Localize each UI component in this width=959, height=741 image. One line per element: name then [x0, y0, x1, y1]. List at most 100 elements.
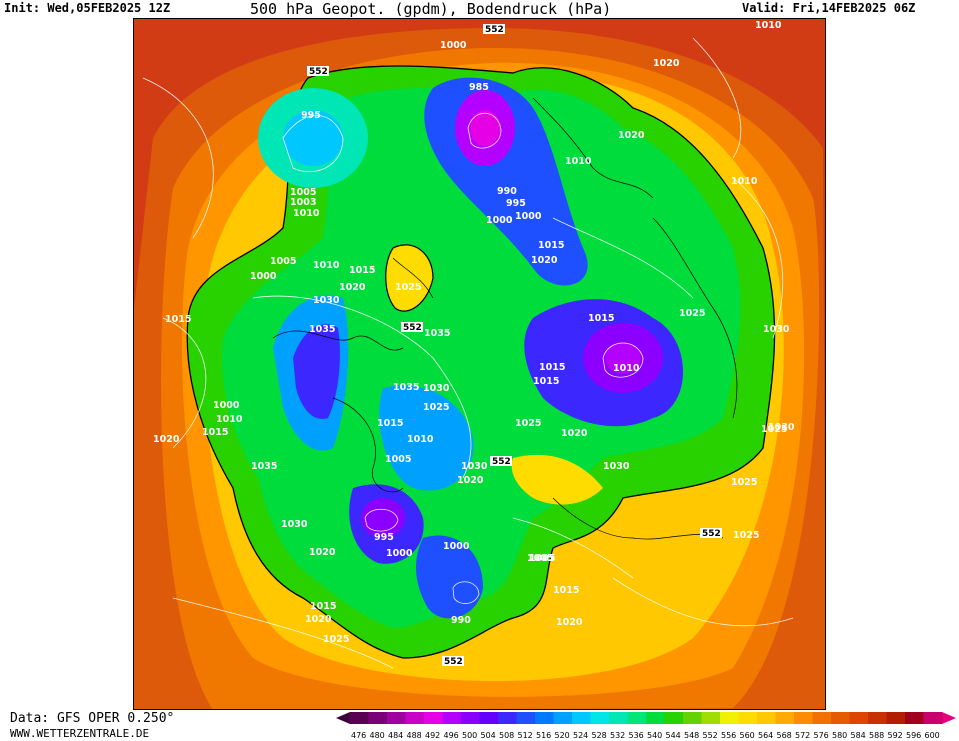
pressure-label: 1025: [731, 477, 757, 488]
pressure-label: 1035: [393, 382, 419, 393]
scale-tick-label: 572: [795, 731, 810, 740]
pressure-label: 1015: [349, 265, 375, 276]
pressure-label: 1020: [457, 475, 484, 486]
pressure-label: 1015: [588, 313, 614, 324]
data-source: Data: GFS OPER 0.250°: [10, 711, 175, 726]
pressure-label: 1010: [731, 176, 758, 187]
pressure-label: 1005: [529, 553, 555, 564]
pressure-label: 995: [506, 198, 526, 209]
scale-tick-label: 560: [740, 731, 755, 740]
pressure-label: 1010: [216, 414, 243, 425]
pressure-label: 1015: [533, 376, 559, 387]
pressure-label: 1030: [603, 461, 630, 472]
scale-tick-label: 556: [721, 731, 736, 740]
scale-swatch: [609, 712, 628, 724]
scale-swatch: [757, 712, 776, 724]
isobars: [142, 37, 794, 669]
scale-tick-label: 548: [684, 731, 699, 740]
scale-swatch: [442, 712, 461, 724]
pressure-label: 1015: [553, 585, 579, 596]
pressure-label: 1020: [653, 58, 680, 69]
scale-tick-label: 476: [351, 731, 366, 740]
pressure-label: 990: [497, 186, 517, 197]
pressure-label: 1015: [310, 601, 336, 612]
pressure-label: 1030: [461, 461, 488, 472]
scale-tick-label: 588: [869, 731, 884, 740]
scale-swatch: [794, 712, 813, 724]
pressure-label: 1000: [515, 211, 542, 222]
website: WWW.WETTERZENTRALE.DE: [10, 727, 150, 740]
scale-tick-label: 524: [573, 731, 588, 740]
pressure-label: 1005: [385, 454, 411, 465]
pressure-label: 1030: [313, 295, 340, 306]
scale-swatch: [701, 712, 720, 724]
pressure-label: 1035: [424, 328, 450, 339]
scale-tick-label: 596: [906, 731, 921, 740]
scale-tick-label: 520: [555, 731, 570, 740]
scale-swatch: [461, 712, 480, 724]
pressure-label: 1025: [679, 308, 705, 319]
scale-tick-label: 512: [518, 731, 533, 740]
pressure-label: 1010: [313, 260, 340, 271]
scale-tick-label: 528: [592, 731, 607, 740]
init-time: Init: Wed,05FEB2025 12Z: [4, 1, 171, 15]
low-990-s: [416, 535, 483, 619]
scale-swatch: [646, 712, 665, 724]
scale-swatch: [868, 712, 887, 724]
scale-tick-label: 504: [481, 731, 496, 740]
scale-tick-label: 544: [666, 731, 681, 740]
scale-tick-label: 568: [777, 731, 792, 740]
contour-label: 552: [485, 25, 504, 35]
pressure-label: 1010: [755, 20, 782, 31]
pressure-label: 1000: [486, 215, 513, 226]
pressure-label: 995: [374, 532, 394, 543]
map-frame: [133, 18, 826, 710]
weather-map: 552 552 552 552 552 552 1010 1000 1020 985 9…: [133, 18, 826, 710]
pressure-label: 1015: [202, 427, 228, 438]
scale-swatch: [738, 712, 757, 724]
scale-swatch: [923, 712, 942, 724]
pressure-label: 985: [469, 82, 489, 93]
scale-swatch: [368, 712, 387, 724]
ridge-552-island: [385, 244, 434, 312]
scale-swatch: [720, 712, 739, 724]
pressure-label: 1020: [339, 282, 366, 293]
pressure-label: 1035: [309, 324, 335, 335]
contour-label: 552: [403, 323, 422, 333]
contour-label: 552: [309, 67, 328, 77]
pressure-label: 1000: [443, 541, 470, 552]
scale-swatch: [775, 712, 794, 724]
scale-tick-label: 532: [610, 731, 625, 740]
contour-label: 552: [702, 529, 721, 539]
scale-swatch: [905, 712, 924, 724]
low-west-core: [293, 324, 340, 419]
pressure-label: 1035: [251, 461, 277, 472]
pressure-label: 1010: [407, 434, 434, 445]
pressure-label: 1005: [527, 553, 553, 564]
scale-swatch: [683, 712, 702, 724]
pressure-label: 1025: [515, 418, 541, 429]
scale-tick-label: 484: [388, 731, 403, 740]
scale-swatch: [572, 712, 591, 724]
pressure-label: 1005: [290, 187, 316, 198]
pressure-label: 1020: [556, 617, 583, 628]
pressure-label: 1020: [618, 130, 645, 141]
scale-swatch: [627, 712, 646, 724]
pressure-label: 1030: [763, 324, 790, 335]
pressure-label: 1015: [165, 314, 191, 325]
scale-swatch: [479, 712, 498, 724]
pressure-label: 1020: [153, 434, 180, 445]
scale-arrow-high: [942, 712, 956, 724]
pressure-labels: 1010100010209859951020101010109909951000…: [153, 20, 795, 645]
scale-swatch: [831, 712, 850, 724]
scale-tick-label: 552: [703, 731, 718, 740]
pressure-label: 1010: [293, 208, 320, 219]
pressure-label: 1015: [377, 418, 403, 429]
pressure-label: 1015: [539, 362, 565, 373]
pressure-label: 1020: [305, 614, 332, 625]
pressure-label: 990: [451, 615, 471, 626]
scale-tick-label: 580: [832, 731, 847, 740]
pressure-label: 1005: [270, 256, 296, 267]
scale-tick-label: 592: [888, 731, 903, 740]
pressure-label: 1000: [440, 40, 467, 51]
